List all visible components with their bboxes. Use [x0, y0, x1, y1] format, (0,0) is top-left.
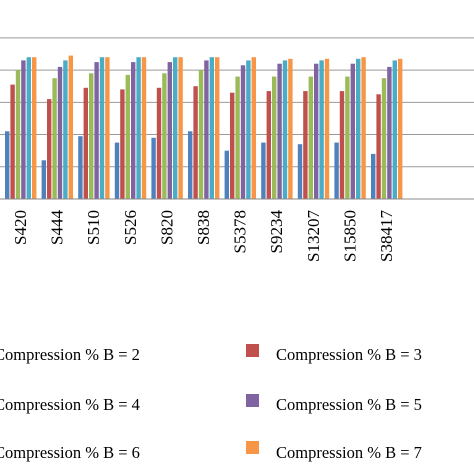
x-tick-labels: S420 S444 S510 S526 S820 S838 S5378 S9234 S13207…: [11, 210, 396, 262]
bar: [277, 63, 282, 200]
bar: [198, 70, 204, 199]
bar: [297, 144, 303, 199]
bar: [324, 58, 330, 199]
legend-label: Compression % B = 2: [0, 345, 140, 364]
bar: [387, 66, 392, 200]
bar: [83, 87, 88, 199]
legend: Compression % B = 2 Compression % B = 3 …: [0, 344, 422, 462]
legend-label: Compression % B = 7: [276, 443, 422, 462]
legend-item-b6: Compression % B = 6: [0, 443, 140, 462]
x-tick-label: S820: [157, 210, 176, 245]
bar: [230, 92, 235, 199]
bar: [204, 60, 209, 200]
bars: [5, 55, 403, 200]
x-tick-label: S526: [121, 210, 140, 245]
bar: [105, 57, 110, 200]
bar: [125, 74, 130, 199]
bar: [167, 62, 172, 199]
legend-label: Compression % B = 4: [0, 395, 140, 414]
bar: [261, 142, 266, 199]
bar: [356, 58, 361, 199]
legend-swatch-icon: [246, 344, 259, 357]
legend-item-b3: Compression % B = 3: [246, 344, 422, 364]
bar: [246, 60, 251, 200]
bar: [57, 66, 63, 200]
bar: [235, 76, 240, 199]
x-tick-label: S38417: [377, 210, 396, 262]
bar: [78, 136, 83, 199]
bar: [350, 63, 355, 200]
bar: [334, 142, 339, 199]
bar: [5, 131, 10, 199]
bar: [371, 153, 376, 199]
x-tick-label: S838: [194, 210, 213, 245]
bar: [63, 60, 68, 200]
bar: [178, 57, 183, 200]
bar: [68, 55, 73, 199]
bar: [173, 57, 178, 200]
legend-item-b2: Compression % B = 2: [0, 345, 140, 364]
bar: [314, 63, 319, 200]
bar: [114, 142, 120, 199]
bar: [303, 91, 308, 199]
bar: [141, 57, 147, 200]
bar: [308, 76, 313, 199]
bar: [120, 89, 125, 199]
legend-label: Compression % B = 6: [0, 443, 140, 462]
bar: [381, 78, 387, 199]
bar: [209, 57, 214, 200]
bar: [251, 57, 256, 200]
bar: [162, 73, 167, 199]
bar: [21, 60, 26, 200]
legend-item-b4: Compression % B = 4: [0, 395, 140, 414]
legend-label: Compression % B = 3: [276, 345, 422, 364]
x-tick-label: S5378: [231, 210, 250, 253]
bar: [392, 60, 397, 200]
x-tick-label: S15850: [340, 210, 359, 262]
x-tick-label: S444: [48, 210, 67, 245]
legend-item-b5: Compression % B = 5: [246, 394, 422, 414]
legend-item-b7: Compression % B = 7: [246, 441, 422, 462]
bar: [272, 76, 277, 199]
bar: [376, 94, 381, 199]
bar: [10, 84, 15, 199]
bar: [282, 60, 288, 200]
bar: [52, 78, 57, 199]
x-tick-label: S420: [11, 210, 30, 245]
bar: [89, 73, 94, 199]
bar: [136, 57, 141, 200]
bar: [240, 65, 246, 199]
bar: [193, 86, 198, 199]
bar: [188, 131, 193, 199]
bar: [32, 57, 37, 200]
bar: [266, 91, 271, 199]
bar: [288, 58, 293, 199]
bar: [224, 150, 229, 199]
bar: [15, 70, 21, 199]
bar: [131, 62, 136, 199]
bar: [215, 57, 220, 200]
x-tick-label: S9234: [267, 210, 286, 254]
bar: [156, 87, 162, 199]
x-tick-label: S13207: [304, 210, 323, 262]
bar: [47, 99, 52, 199]
bar: [26, 57, 31, 200]
bar: [94, 62, 99, 199]
bar: [339, 91, 345, 199]
legend-swatch-icon: [246, 394, 259, 407]
bar: [99, 57, 105, 200]
legend-label: Compression % B = 5: [276, 395, 422, 414]
x-tick-label: S510: [84, 210, 103, 245]
bar: [151, 137, 156, 199]
bar: [319, 60, 324, 200]
legend-swatch-icon: [246, 441, 259, 454]
bar: [398, 58, 403, 199]
bar: [41, 160, 46, 199]
bar: [345, 76, 350, 199]
bar: [361, 57, 366, 200]
